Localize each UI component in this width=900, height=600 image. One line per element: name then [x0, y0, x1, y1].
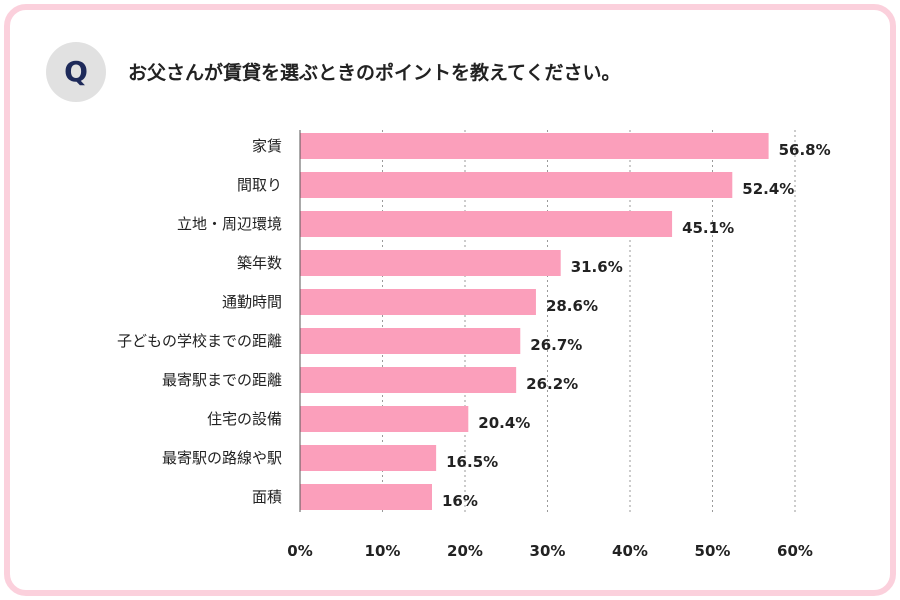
value-label: 45.1% [682, 219, 734, 237]
bar [300, 445, 437, 471]
value-label: 26.2% [526, 375, 578, 393]
bar [300, 328, 521, 354]
x-tick-label: 0% [287, 542, 312, 560]
category-label: 最寄駅までの距離 [162, 371, 282, 389]
value-label: 52.4% [742, 180, 794, 198]
q-badge: Q [46, 42, 106, 102]
bar [300, 406, 469, 432]
bar [300, 289, 536, 315]
x-tick-label: 40% [612, 542, 648, 560]
category-label: 間取り [237, 176, 282, 194]
x-tick-label: 50% [695, 542, 731, 560]
value-label: 31.6% [571, 258, 623, 276]
x-tick-label: 60% [777, 542, 813, 560]
x-tick-label: 30% [530, 542, 566, 560]
category-label: 子どもの学校までの距離 [117, 332, 282, 350]
value-label: 26.7% [530, 336, 582, 354]
bar [300, 250, 561, 276]
category-label: 家賃 [252, 137, 282, 155]
question-title: お父さんが賃貸を選ぶときのポイントを教えてください。 [128, 62, 621, 84]
value-label: 56.8% [779, 141, 831, 159]
category-label: 築年数 [237, 254, 282, 272]
bar [300, 172, 733, 198]
bar [300, 367, 517, 393]
category-label: 最寄駅の路線や駅 [162, 449, 282, 467]
bar [300, 211, 673, 237]
value-label: 16.5% [446, 453, 498, 471]
value-label: 16% [442, 492, 478, 510]
x-tick-label: 10% [365, 542, 401, 560]
category-label: 住宅の設備 [207, 410, 282, 428]
bar [300, 484, 432, 510]
x-tick-label: 20% [447, 542, 483, 560]
value-label: 20.4% [478, 414, 530, 432]
value-label: 28.6% [546, 297, 598, 315]
category-label: 立地・周辺環境 [177, 215, 282, 233]
category-label: 通勤時間 [222, 293, 282, 311]
bar [300, 133, 769, 159]
category-label: 面積 [252, 488, 282, 506]
